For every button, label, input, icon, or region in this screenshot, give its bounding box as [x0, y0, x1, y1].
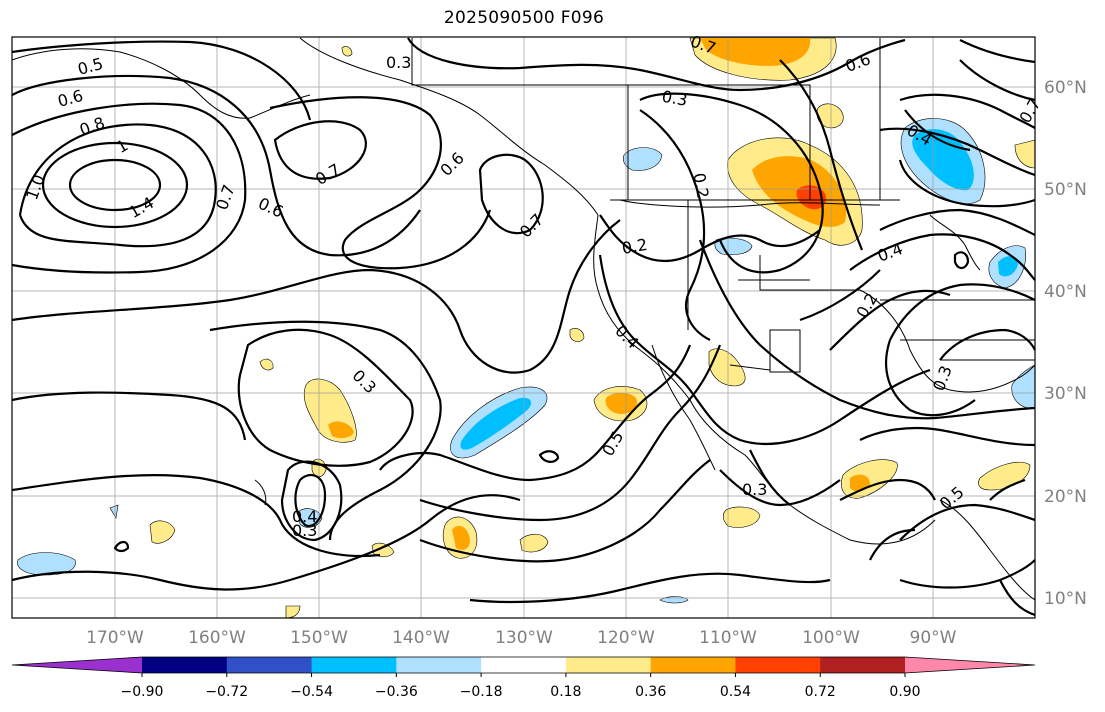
fill-negative [912, 129, 974, 191]
latitude-axis: 60°N 50°N 40°N 30°N 20°N 10°N [1044, 78, 1087, 609]
colorbar: −0.90 −0.72 −0.54 −0.36 −0.18 0.18 0.36 0.54 0.7… [11, 656, 1036, 700]
colorbar-segment [820, 657, 906, 673]
colorbar-tick-label: 0.54 [720, 684, 751, 700]
map-grid [12, 37, 1035, 618]
fill-positive [605, 392, 638, 414]
colorbar-tick-label: −0.90 [121, 684, 164, 700]
fill-positive [1014, 139, 1036, 169]
fill-positive [341, 46, 353, 57]
fill-negative [998, 256, 1018, 277]
colorbar-segment [12, 657, 142, 673]
colorbar-tick-label: −0.54 [290, 684, 333, 700]
contour-label: 0.3 [742, 480, 767, 499]
colorbar-segment [735, 657, 821, 673]
map-title: 2025090500 F096 [443, 8, 605, 28]
contour-label: 0.5 [76, 54, 106, 79]
fill-positive [259, 358, 274, 371]
latitude-label: 10°N [1044, 589, 1087, 609]
contour-label: 0.6 [255, 194, 286, 222]
fill-negative [460, 397, 532, 450]
contour-label: 1 [113, 135, 131, 157]
latitude-label: 20°N [1044, 487, 1087, 507]
longitude-label: 140°W [392, 628, 450, 648]
latitude-label: 40°N [1044, 282, 1087, 302]
contour-label: 0.3 [292, 521, 317, 540]
longitude-label: 110°W [699, 628, 757, 648]
colorbar-segment [311, 657, 397, 673]
colorbar-tick-label: −0.18 [460, 684, 503, 700]
colorbar-segment [650, 657, 736, 673]
colorbar-tick-label: −0.36 [375, 684, 418, 700]
contour-label: 0.4 [292, 507, 317, 526]
longitude-label: 160°W [188, 628, 246, 648]
fill-negative [1011, 364, 1036, 409]
colorbar-segment [565, 657, 652, 673]
colorbar-tick-label: 0.72 [805, 684, 836, 700]
fill-positive [708, 348, 746, 387]
contour-label: 0.3 [660, 87, 688, 110]
contour-label: 0.5 [598, 428, 627, 460]
fill-positive [328, 421, 354, 439]
colorbar-tick-label: 0.18 [550, 684, 581, 700]
colorbar-segment [905, 657, 1035, 673]
contour-label: 0.2 [852, 290, 881, 322]
fill-positive [452, 525, 470, 550]
latitude-label: 60°N [1044, 78, 1087, 98]
colorbar-tick-label: −0.72 [205, 684, 248, 700]
anomaly-fills [17, 37, 1036, 619]
fill-positive [569, 328, 585, 342]
colorbar-tick-label: 0.90 [889, 684, 920, 700]
contour-label: 0.7 [1015, 95, 1044, 127]
longitude-label: 170°W [86, 628, 144, 648]
longitude-axis: 170°W 160°W 150°W 140°W 130°W 120°W 110°… [86, 628, 957, 648]
contour-label: 0.3 [386, 53, 411, 72]
colorbar-tick-label: 0.36 [635, 684, 666, 700]
contour-label: 0.5 [936, 482, 968, 513]
longitude-label: 120°W [597, 628, 655, 648]
contour-label: 0.7 [516, 210, 547, 241]
contour-label: 0.2 [689, 171, 712, 199]
map-frame [11, 36, 1036, 619]
fill-positive [285, 605, 301, 619]
fill-positive [722, 506, 761, 528]
contour-label: 0.8 [77, 113, 107, 140]
fill-positive [519, 533, 549, 553]
latitude-label: 30°N [1044, 384, 1087, 404]
colorbar-segment [396, 657, 482, 673]
fill-positive [149, 520, 176, 544]
contour-label: 1.4 [126, 193, 158, 222]
colorbar-segment [481, 657, 567, 673]
fill-positive [816, 103, 844, 129]
longitude-label: 90°W [910, 628, 957, 648]
fill-negative [109, 504, 119, 519]
colorbar-segment [226, 657, 313, 673]
longitude-label: 130°W [495, 628, 553, 648]
isopleth-contours [11, 37, 1036, 617]
fill-positive [841, 459, 898, 499]
fill-positive [978, 461, 1031, 491]
longitude-label: 150°W [290, 628, 348, 648]
contour-label: 0.6 [56, 86, 86, 111]
contour-label: 0.7 [312, 160, 344, 189]
coastlines [11, 37, 1036, 601]
contour-label: 0.2 [620, 235, 648, 258]
longitude-label: 100°W [802, 628, 860, 648]
colorbar-segment [142, 657, 228, 673]
fill-negative [622, 147, 663, 171]
latitude-label: 50°N [1044, 180, 1087, 200]
